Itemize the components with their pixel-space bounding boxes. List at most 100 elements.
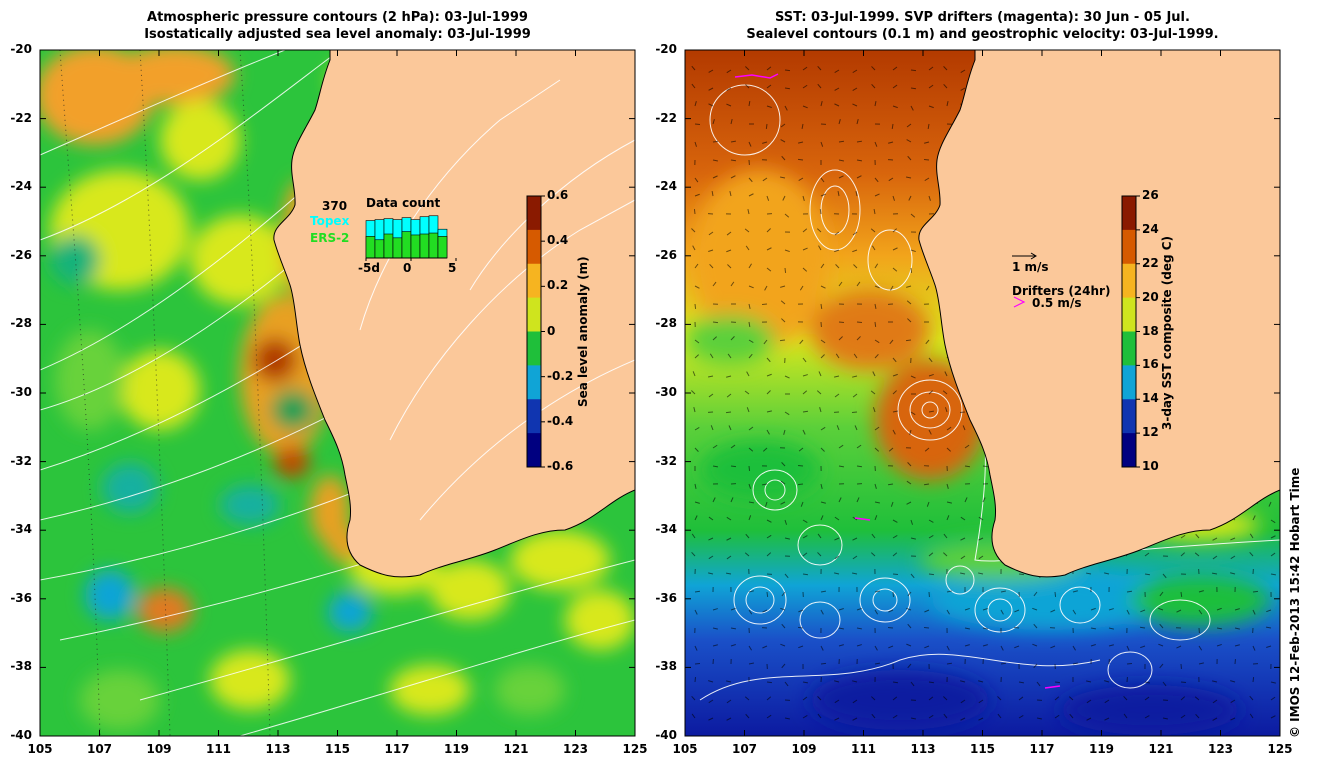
velocity-arrow [820,141,824,147]
velocity-arrow [960,572,966,575]
velocity-arrow [766,390,771,395]
velocity-arrow [838,497,842,503]
velocity-arrow [1000,590,1007,593]
velocity-arrow [780,501,786,505]
colorbar-tick-label: 26 [1142,188,1159,202]
ers-bar [410,234,421,259]
velocity-arrow [726,231,732,236]
lon-tick-label: 113 [265,742,291,756]
velocity-arrow [712,627,718,630]
lat-tick-label: -30 [10,385,32,399]
velocity-arrow [964,465,971,468]
velocity-arrow [766,357,771,363]
colorbar-swatch [1122,229,1136,265]
velocity-arrow [943,83,948,89]
velocity-arrow [1195,533,1200,539]
velocity-arrow [708,699,714,704]
velocity-arrow [726,717,732,721]
velocity-arrow [924,177,930,182]
velocity-arrow [712,644,718,647]
velocity-arrow [800,501,804,507]
velocity-arrow [694,447,699,452]
velocity-arrow [694,339,700,344]
velocity-arrow [819,407,822,413]
velocity-arrow [946,609,950,615]
velocity-arrow [710,425,714,431]
velocity-arrow [838,140,845,143]
inset-heading: Data count [366,196,441,210]
velocity-arrow [712,175,718,179]
velocity-arrow [874,193,880,197]
velocity-arrow [907,591,912,597]
velocity-arrow [926,501,930,507]
velocity-arrow [748,263,752,269]
velocity-arrow [766,228,771,233]
velocity-arrow [691,695,696,701]
velocity-arrow [728,425,732,431]
velocity-arrow [1176,645,1182,649]
velocity-arrow [1000,609,1004,615]
velocity-arrow [1180,534,1186,539]
velocity-arrow [726,69,732,74]
velocity-arrow [784,249,790,253]
velocity-arrow [1230,699,1236,704]
velocity-arrow [784,537,790,540]
velocity-arrow [888,447,894,452]
velocity-arrow [802,552,808,557]
velocity-arrow [964,607,970,611]
velocity-arrow [889,339,894,345]
lat-tick-label: -32 [655,453,677,468]
velocity-arrow [1252,645,1256,651]
colorbar-swatch [527,433,541,468]
velocity-arrow [712,321,719,324]
velocity-arrow [838,644,844,647]
velocity-arrow [852,87,858,91]
lon-tick-label: 107 [731,742,758,756]
velocity-arrow [784,105,788,111]
velocity-arrow [892,681,899,684]
velocity-arrow [834,572,840,575]
velocity-arrow [1270,696,1276,701]
velocity-arrow [946,426,952,431]
velocity-arrow [1050,645,1056,649]
velocity-arrow [838,119,841,125]
colorbar-tick-label: 14 [1142,391,1159,406]
velocity-arrow [1072,662,1079,665]
velocity-arrow [1270,681,1276,684]
velocity-arrow [910,267,913,274]
velocity-arrow [982,644,988,647]
velocity-arrow [694,285,700,289]
inset-ers-label: ERS-2 [310,231,350,245]
colorbar-tick-label: 0.2 [547,278,569,293]
colorbar-tick-label: -0.4 [547,413,574,428]
velocity-arrow [906,300,912,305]
velocity-arrow [960,699,966,704]
velocity-arrow [709,263,714,269]
lat-tick-label: -34 [655,522,677,537]
colorbar-tick-label: 18 [1142,323,1159,338]
velocity-arrow [1104,680,1110,683]
colorbar-swatch [527,297,541,332]
velocity-arrow [766,105,772,108]
velocity-arrow [780,607,786,611]
velocity-arrow [820,662,827,665]
colorbar-tick-label: 0.6 [547,188,569,202]
velocity-arrow [802,105,808,109]
velocity-arrow [802,535,808,539]
right-land-australia [918,50,1280,578]
velocity-arrow [906,123,912,128]
velocity-arrow [691,552,696,557]
lon-tick-label: 117 [384,742,410,756]
velocity-arrow [856,140,863,143]
velocity-arrow [873,208,876,215]
velocity-arrow [1032,607,1038,611]
velocity-arrow [927,123,930,130]
velocity-arrow [730,607,736,611]
velocity-arrow [726,393,732,398]
velocity-arrow [1211,572,1218,575]
velocity-arrow [784,69,791,72]
velocity-arrow [871,533,876,539]
velocity-arrow [1144,681,1150,684]
velocity-arrow [748,141,752,147]
left-colorbar-title: Sea level anomaly (m) [576,256,590,407]
